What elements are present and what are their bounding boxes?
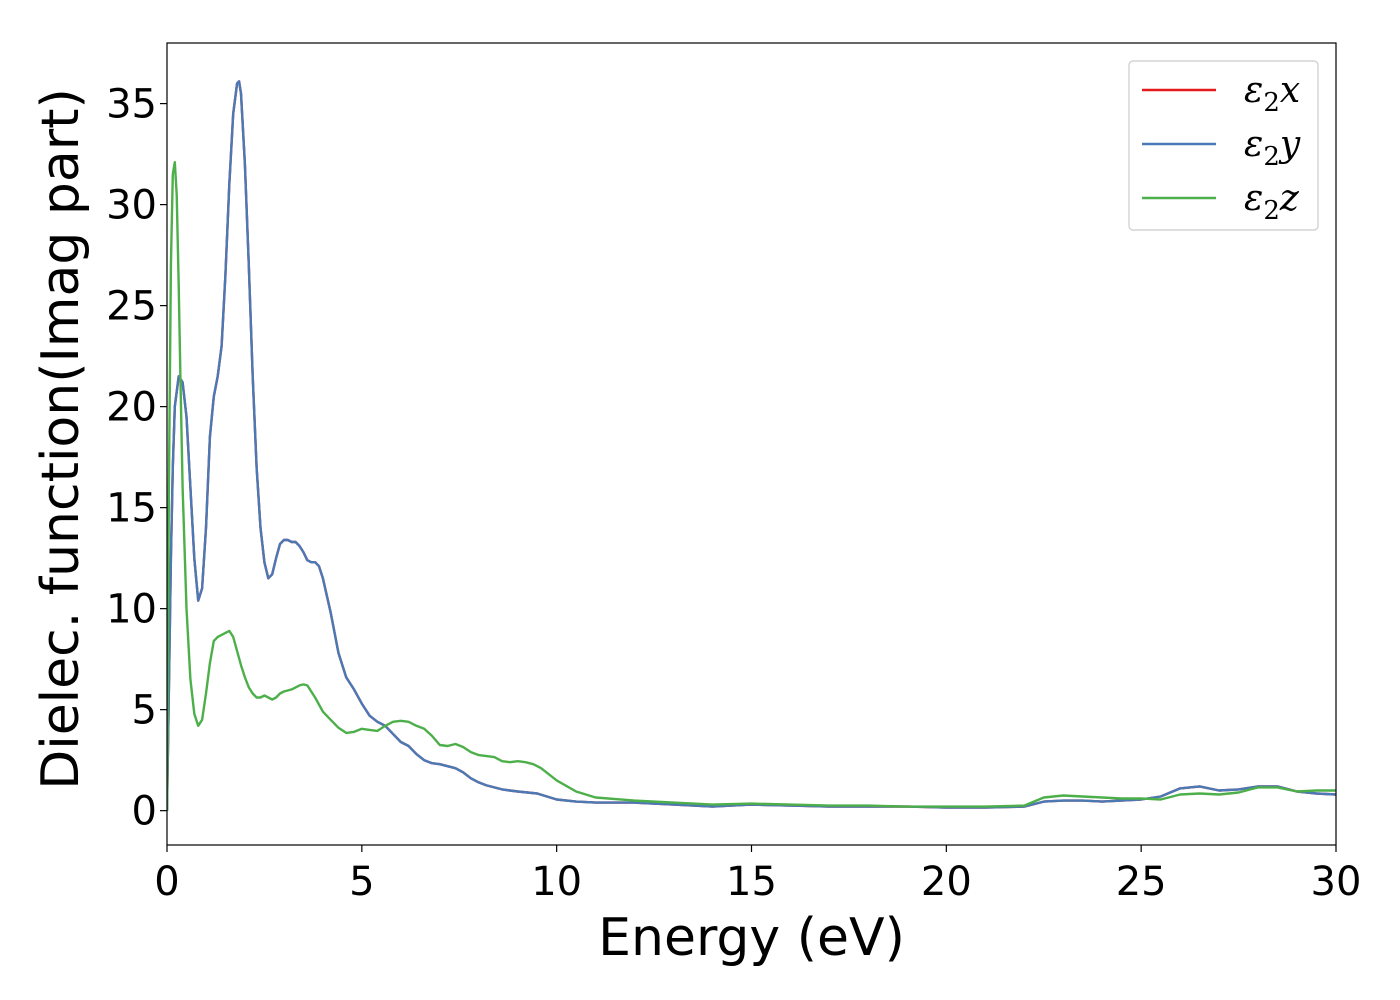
y-axis: 0 5 10 15 20 25 30 35	[106, 82, 167, 835]
legend-label-z: ε2z	[1244, 178, 1300, 226]
x-tick-label: 10	[531, 859, 582, 905]
y-axis-title: Dielec. function(Imag part)	[31, 88, 91, 790]
legend-items: ε2x ε2y ε2z	[1142, 70, 1301, 226]
y-tick-label: 35	[106, 82, 157, 128]
y-tick-label: 5	[132, 688, 157, 734]
x-tick-label: 30	[1311, 859, 1362, 905]
plot-frame	[166, 42, 1337, 846]
legend-label-y: ε2y	[1244, 124, 1301, 172]
y-tick-label: 10	[106, 587, 157, 633]
x-tick-label: 0	[154, 859, 179, 905]
legend-label-x: ε2x	[1244, 70, 1300, 118]
y-tick-label: 15	[106, 486, 157, 532]
x-axis: 0 5 10 15 20 25 30	[154, 845, 1361, 905]
x-axis-title: Energy (eV)	[598, 908, 905, 968]
legend: ε2x ε2y ε2z	[1128, 60, 1319, 231]
y-tick-label: 25	[106, 284, 157, 330]
y-tick-label: 30	[106, 183, 157, 229]
legend-box	[1128, 60, 1319, 231]
y-tick-label: 0	[132, 789, 157, 835]
series-line-z	[167, 161, 1336, 811]
series-layer	[167, 80, 1336, 811]
x-tick-label: 25	[1116, 859, 1167, 905]
y-tick-label: 20	[106, 385, 157, 431]
x-tick-label: 5	[349, 859, 374, 905]
x-tick-label: 20	[921, 859, 972, 905]
x-tick-label: 15	[726, 859, 777, 905]
